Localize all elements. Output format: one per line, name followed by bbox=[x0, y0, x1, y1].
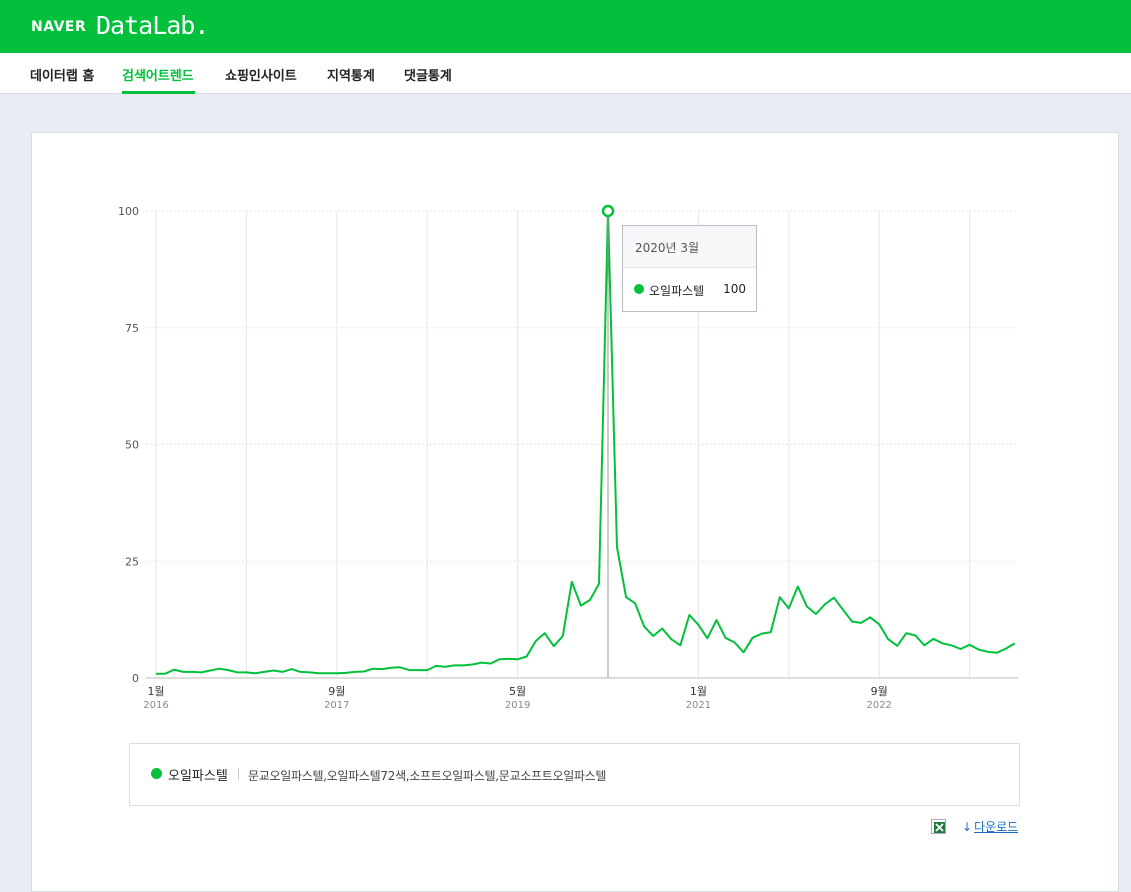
x-axis-ticks: 1월 2016 9월 2017 5월 2019 1월 2021 9월 2022 bbox=[143, 685, 892, 711]
datalab-logo[interactable]: DataLab. bbox=[96, 11, 209, 40]
legend-divider bbox=[238, 768, 239, 780]
tooltip-row: 오일파스텔 100 bbox=[623, 268, 756, 312]
highlight-layer bbox=[601, 204, 615, 678]
x-tick-year-label: 2019 bbox=[505, 700, 530, 711]
nav-item-comment-stats[interactable]: 댓글통계 bbox=[404, 69, 452, 84]
nav-item-search-trend[interactable]: 검색어트렌드 bbox=[122, 69, 194, 84]
nav-item-home[interactable]: 데이터랩 홈 bbox=[30, 69, 95, 84]
chart-grid bbox=[146, 210, 1018, 679]
excel-icon[interactable] bbox=[931, 819, 946, 834]
nav-item-shopping-insight[interactable]: 쇼핑인사이트 bbox=[225, 69, 297, 84]
tooltip-period: 2020년 3월 bbox=[623, 226, 756, 268]
y-axis-ticks: 0 25 50 75 100 bbox=[118, 205, 139, 685]
top-bar: NAVER DataLab. bbox=[0, 0, 1131, 53]
x-tick-year-label: 2021 bbox=[686, 700, 711, 711]
download-label: 다운로드 bbox=[974, 820, 1019, 834]
tooltip-value: 100 bbox=[723, 282, 746, 296]
y-tick-label: 25 bbox=[125, 555, 139, 568]
main-nav: 데이터랩 홈 검색어트렌드 쇼핑인사이트 지역통계 댓글통계 bbox=[0, 53, 1131, 94]
x-tick-year-label: 2022 bbox=[866, 700, 891, 711]
download-arrow-icon: ↓ bbox=[962, 820, 973, 834]
legend-keywords: 문교오일파스텔,오일파스텔72색,소프트오일파스텔,문교소프트오일파스텔 bbox=[248, 769, 607, 783]
legend-series-name: 오일파스텔 bbox=[168, 769, 228, 784]
series-lines bbox=[156, 210, 1016, 675]
y-tick-label: 0 bbox=[132, 672, 139, 685]
x-tick-label: 5월 bbox=[509, 685, 526, 698]
naver-logo[interactable]: NAVER bbox=[31, 19, 87, 35]
x-tick-label: 1월 bbox=[147, 685, 164, 698]
x-tick-label: 9월 bbox=[871, 685, 888, 698]
legend-color-dot bbox=[151, 768, 162, 779]
trend-chart: 0 25 50 75 100 1월 2016 9월 2017 5월 2019 1월 2021 9월 202… bbox=[118, 204, 1018, 711]
y-tick-label: 75 bbox=[125, 322, 139, 335]
highlight-point bbox=[601, 204, 615, 218]
series-line bbox=[156, 210, 1016, 675]
chart-legend: 오일파스텔 문교오일파스텔,오일파스텔72색,소프트오일파스텔,문교소프트오일파… bbox=[129, 743, 1020, 806]
active-tab-indicator bbox=[122, 91, 195, 94]
tooltip-series-name: 오일파스텔 bbox=[649, 284, 705, 298]
chart-tooltip: 2020년 3월 오일파스텔 100 bbox=[622, 225, 757, 312]
x-tick-label: 9월 bbox=[328, 685, 345, 698]
y-tick-label: 50 bbox=[125, 439, 139, 452]
x-tick-label: 1월 bbox=[690, 685, 707, 698]
x-tick-year-label: 2017 bbox=[324, 700, 349, 711]
y-tick-label: 100 bbox=[118, 205, 139, 218]
x-tick-year-label: 2016 bbox=[143, 700, 168, 711]
download-link[interactable]: ↓ 다운로드 bbox=[962, 818, 1018, 835]
nav-item-regional-stats[interactable]: 지역통계 bbox=[327, 69, 375, 84]
series-color-dot bbox=[634, 284, 644, 294]
